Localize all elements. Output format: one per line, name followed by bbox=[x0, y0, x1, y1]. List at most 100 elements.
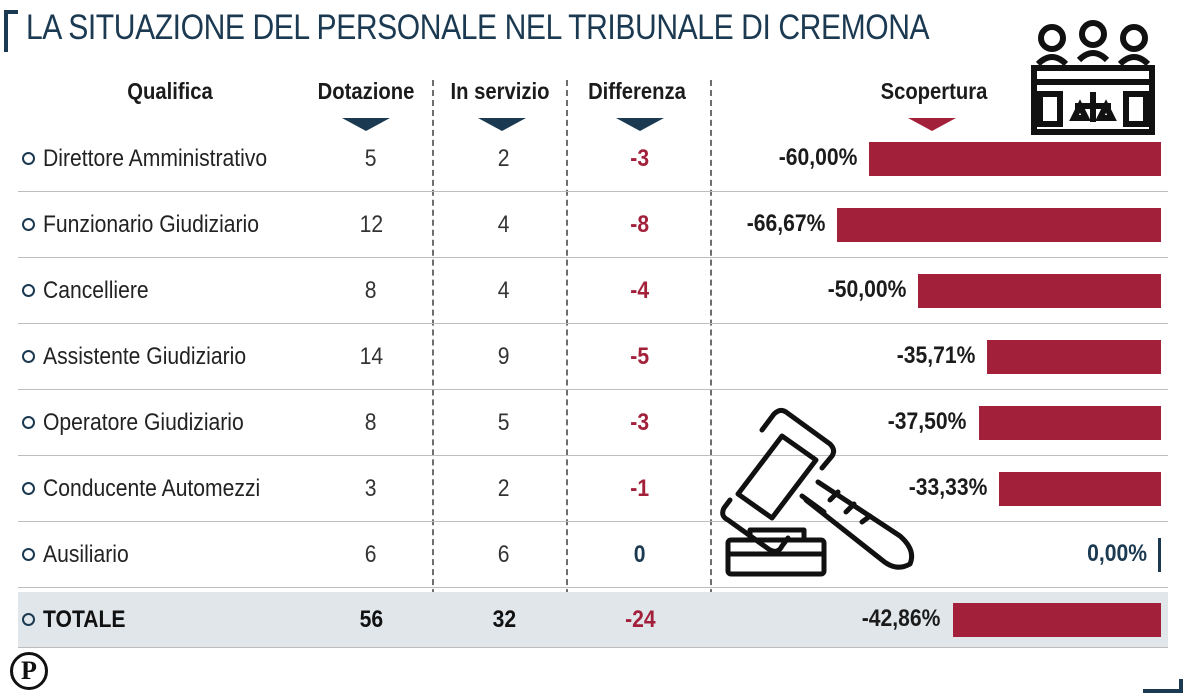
dotazione-value-text: 8 bbox=[365, 408, 377, 436]
scopertura-label: 0,00% bbox=[997, 540, 1147, 568]
scopertura-bar bbox=[987, 340, 1161, 374]
row-label: Funzionario Giudiziario bbox=[22, 192, 322, 257]
differenza-value-text: -8 bbox=[630, 210, 650, 238]
scopertura-label-text: -42,86% bbox=[862, 605, 941, 632]
page-title: LA SITUAZIONE DEL PERSONALE NEL TRIBUNAL… bbox=[26, 8, 930, 47]
servizio-value-text: 2 bbox=[498, 474, 510, 502]
differenza-value-text: -3 bbox=[630, 144, 650, 172]
table-row: Funzionario Giudiziario 12 4 -8 bbox=[18, 192, 1168, 258]
column-divider bbox=[566, 80, 568, 645]
scopertura-label: -33,33% bbox=[837, 474, 987, 502]
header-in-servizio: In servizio bbox=[450, 78, 550, 104]
differenza-value-text: -24 bbox=[624, 605, 656, 633]
servizio-value: 4 bbox=[454, 192, 554, 257]
scopertura-bar bbox=[869, 142, 1161, 176]
differenza-value: -1 bbox=[588, 456, 692, 521]
bullet-circle-icon bbox=[22, 350, 35, 363]
differenza-value: -4 bbox=[588, 258, 692, 323]
servizio-value: 2 bbox=[454, 456, 554, 521]
differenza-value-text: -1 bbox=[630, 474, 650, 502]
differenza-value-text: -4 bbox=[630, 276, 650, 304]
servizio-value: 5 bbox=[454, 390, 554, 455]
servizio-value-text: 9 bbox=[498, 342, 510, 370]
bullet-circle-icon bbox=[22, 152, 35, 165]
servizio-value: 32 bbox=[454, 592, 554, 647]
scopertura-bar bbox=[836, 208, 1161, 242]
dotazione-value: 12 bbox=[318, 192, 424, 257]
row-label: Cancelliere bbox=[22, 258, 322, 323]
row-label-text: Operatore Giudiziario bbox=[43, 408, 244, 436]
dotazione-value-text: 3 bbox=[365, 474, 377, 502]
scopertura-label-text: -66,67% bbox=[746, 210, 825, 237]
row-label-text: Funzionario Giudiziario bbox=[43, 210, 259, 238]
dotazione-value-text: 12 bbox=[359, 210, 383, 238]
row-label: Operatore Giudiziario bbox=[22, 390, 322, 455]
scopertura-label-text: -50,00% bbox=[827, 276, 906, 303]
differenza-value: -3 bbox=[588, 126, 692, 191]
dotazione-value-text: 8 bbox=[365, 276, 377, 304]
dotazione-value-text: 56 bbox=[359, 605, 383, 633]
servizio-value-text: 4 bbox=[498, 210, 510, 238]
scopertura-bar bbox=[952, 603, 1161, 637]
scopertura-label: -37,50% bbox=[817, 408, 967, 436]
header-dotazione-marker bbox=[342, 118, 390, 131]
dotazione-value: 3 bbox=[318, 456, 424, 521]
dotazione-value: 6 bbox=[318, 522, 424, 587]
differenza-value: -8 bbox=[588, 192, 692, 257]
scopertura-label-text: 0,00% bbox=[1087, 540, 1147, 567]
header-differenza: Differenza bbox=[588, 78, 686, 104]
differenza-value-text: -3 bbox=[630, 408, 650, 436]
row-label-text: Assistente Giudiziario bbox=[43, 342, 247, 370]
differenza-value: -3 bbox=[588, 390, 692, 455]
header-servizio-marker bbox=[478, 118, 526, 131]
column-divider bbox=[432, 80, 434, 645]
header-dotazione: Dotazione bbox=[317, 78, 415, 104]
table-row: Ausiliario 6 6 0 bbox=[18, 522, 1168, 588]
row-label-text: Cancelliere bbox=[43, 276, 149, 304]
dotazione-value: 14 bbox=[318, 324, 424, 389]
dotazione-value-text: 6 bbox=[365, 540, 377, 568]
dotazione-value: 56 bbox=[318, 592, 424, 647]
table-row: Cancelliere 8 4 -4 bbox=[18, 258, 1168, 324]
header-qualifica: Qualifica bbox=[127, 78, 213, 104]
table-row: Operatore Giudiziario 8 5 -3 bbox=[18, 390, 1168, 456]
bullet-circle-icon bbox=[22, 416, 35, 429]
header-scopertura-marker bbox=[908, 118, 956, 131]
dotazione-value: 8 bbox=[318, 258, 424, 323]
scopertura-bar bbox=[1158, 538, 1161, 572]
scopertura-label: -66,67% bbox=[675, 210, 825, 238]
bullet-circle-icon bbox=[22, 482, 35, 495]
row-label: Ausiliario bbox=[22, 522, 322, 587]
header-scopertura: Scopertura bbox=[880, 78, 988, 104]
scopertura-label: -35,71% bbox=[825, 342, 976, 370]
scopertura-bar bbox=[999, 472, 1161, 506]
servizio-value: 6 bbox=[454, 522, 554, 587]
servizio-value: 9 bbox=[454, 324, 554, 389]
header-differenza-marker bbox=[616, 118, 664, 131]
scopertura-bar bbox=[978, 406, 1161, 440]
scopertura-label-text: -37,50% bbox=[888, 408, 967, 435]
servizio-value-text: 5 bbox=[498, 408, 510, 436]
differenza-value-text: -5 bbox=[630, 342, 650, 370]
column-divider bbox=[710, 80, 712, 645]
bullet-circle-icon bbox=[22, 613, 35, 626]
scopertura-label: -60,00% bbox=[707, 144, 858, 172]
table-row: Conducente Automezzi 3 2 -1 bbox=[18, 456, 1168, 522]
servizio-value-text: 6 bbox=[498, 540, 510, 568]
servizio-value: 2 bbox=[454, 126, 554, 191]
dotazione-value: 8 bbox=[318, 390, 424, 455]
row-label-text: Conducente Automezzi bbox=[43, 474, 261, 502]
bullet-circle-icon bbox=[22, 548, 35, 561]
dotazione-value: 5 bbox=[318, 126, 424, 191]
row-label: TOTALE bbox=[22, 592, 322, 647]
corner-bracket bbox=[1143, 679, 1183, 693]
table-row: Assistente Giudiziario 14 9 -5 bbox=[18, 324, 1168, 390]
servizio-value: 4 bbox=[454, 258, 554, 323]
row-label: Assistente Giudiziario bbox=[22, 324, 322, 389]
differenza-value: -24 bbox=[588, 592, 692, 647]
servizio-value-text: 2 bbox=[498, 144, 510, 172]
table-row: Direttore Amministrativo 5 2 -3 bbox=[18, 126, 1168, 192]
gavel-icon bbox=[720, 407, 915, 577]
bullet-circle-icon bbox=[22, 218, 35, 231]
scopertura-label-text: -35,71% bbox=[896, 342, 976, 369]
